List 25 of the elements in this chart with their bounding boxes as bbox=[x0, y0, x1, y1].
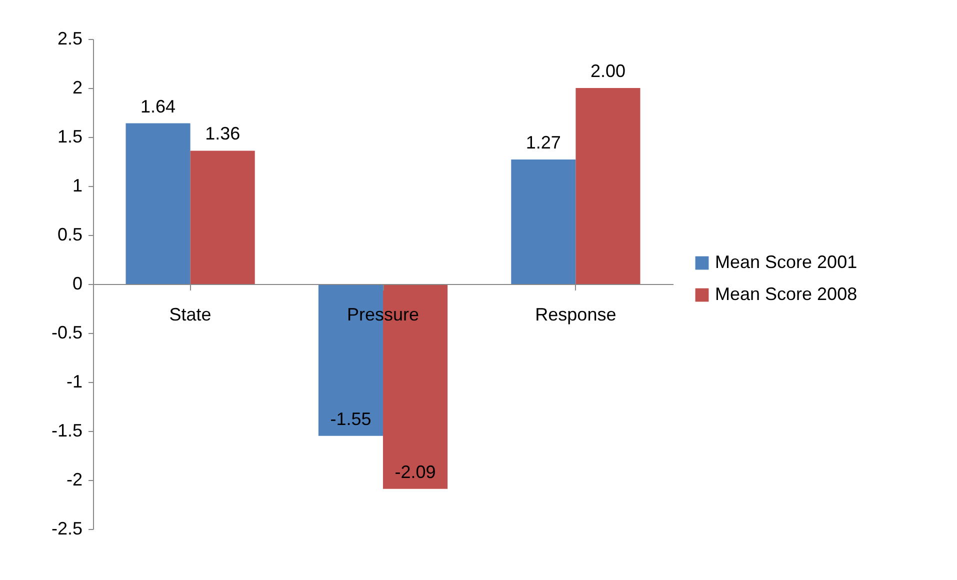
y-tick-label: 2 bbox=[72, 78, 82, 98]
y-tick-label: -0.5 bbox=[51, 322, 82, 342]
data-label: -1.55 bbox=[330, 408, 372, 429]
y-tick-label: -1.5 bbox=[51, 420, 82, 440]
bar bbox=[190, 150, 255, 284]
y-tick-label: 1 bbox=[72, 176, 82, 196]
data-label: -2.09 bbox=[394, 462, 436, 482]
data-label: 1.27 bbox=[526, 132, 561, 153]
bar bbox=[576, 88, 640, 284]
data-label: 2.00 bbox=[590, 61, 626, 81]
data-label: 1.36 bbox=[205, 124, 240, 144]
bar bbox=[511, 160, 576, 284]
legend-label: Mean Score 2008 bbox=[715, 284, 858, 304]
y-tick-label: -1 bbox=[66, 372, 82, 392]
y-tick-label: 1.5 bbox=[57, 126, 82, 146]
x-tick-label: State bbox=[169, 304, 212, 324]
legend-label: Mean Score 2001 bbox=[715, 252, 858, 272]
data-label: 1.64 bbox=[140, 96, 176, 116]
y-tick-label: 0.5 bbox=[57, 224, 82, 244]
x-tick-label: Response bbox=[535, 304, 616, 324]
bar bbox=[126, 123, 190, 284]
y-tick-label: -2 bbox=[66, 470, 82, 490]
y-tick-label: 2.5 bbox=[57, 28, 82, 48]
y-tick-label: -2.5 bbox=[51, 518, 82, 538]
y-tick-label: 0 bbox=[72, 274, 82, 294]
